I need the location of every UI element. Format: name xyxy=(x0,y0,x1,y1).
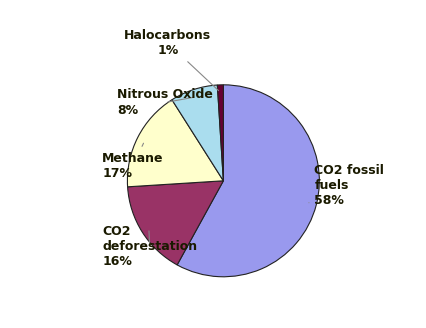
Text: Methane
17%: Methane 17% xyxy=(102,143,164,180)
Wedge shape xyxy=(177,85,320,277)
Text: CO2
deforestation
16%: CO2 deforestation 16% xyxy=(102,225,197,268)
Wedge shape xyxy=(172,85,223,181)
Wedge shape xyxy=(217,85,223,181)
Text: Halocarbons
1%: Halocarbons 1% xyxy=(124,29,219,91)
Wedge shape xyxy=(128,181,223,265)
Text: Nitrous Oxide
8%: Nitrous Oxide 8% xyxy=(117,89,213,116)
Wedge shape xyxy=(127,100,223,187)
Text: CO2 fossil
fuels
58%: CO2 fossil fuels 58% xyxy=(309,164,384,207)
